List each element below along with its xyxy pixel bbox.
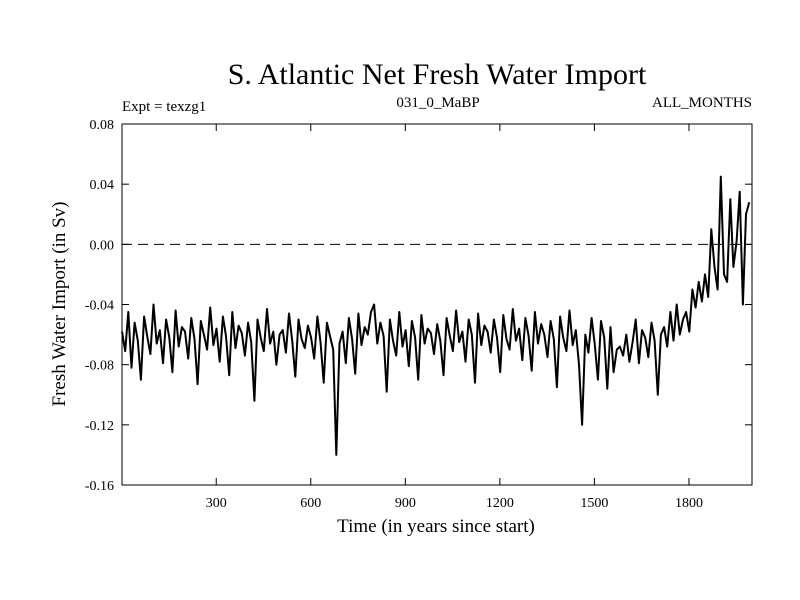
y-tick-label: 0.00 [90,238,115,253]
y-tick-label: 0.08 [90,118,115,133]
y-axis: 0.08 0.04 0.00 -0.04 -0.08 -0.12 -0.16 [85,118,752,494]
y-axis-label: Fresh Water Import (in Sv) [49,202,70,407]
period-label: 031_0_MaBP [396,95,479,111]
x-tick-label: 300 [206,496,227,511]
y-tick-label: 0.04 [90,178,115,193]
series-line [121,175,751,456]
chart-title: S. Atlantic Net Fresh Water Import [228,58,647,91]
x-axis-label: Time (in years since start) [337,516,535,537]
months-label: ALL_MONTHS [652,95,752,111]
x-tick-label: 1500 [580,496,608,511]
y-tick-label: -0.12 [85,419,114,434]
x-tick-label: 900 [395,496,416,511]
experiment-label: Expt = texzg1 [122,99,206,115]
y-tick-label: -0.04 [85,299,114,314]
plot-frame [121,123,753,486]
x-tick-label: 600 [300,496,321,511]
x-tick-label: 1200 [486,496,514,511]
y-tick-label: -0.08 [85,359,114,374]
x-tick-label: 1800 [675,496,703,511]
y-tick-label: -0.16 [85,479,114,494]
x-axis: 300 600 900 1200 1500 1800 [206,124,703,511]
